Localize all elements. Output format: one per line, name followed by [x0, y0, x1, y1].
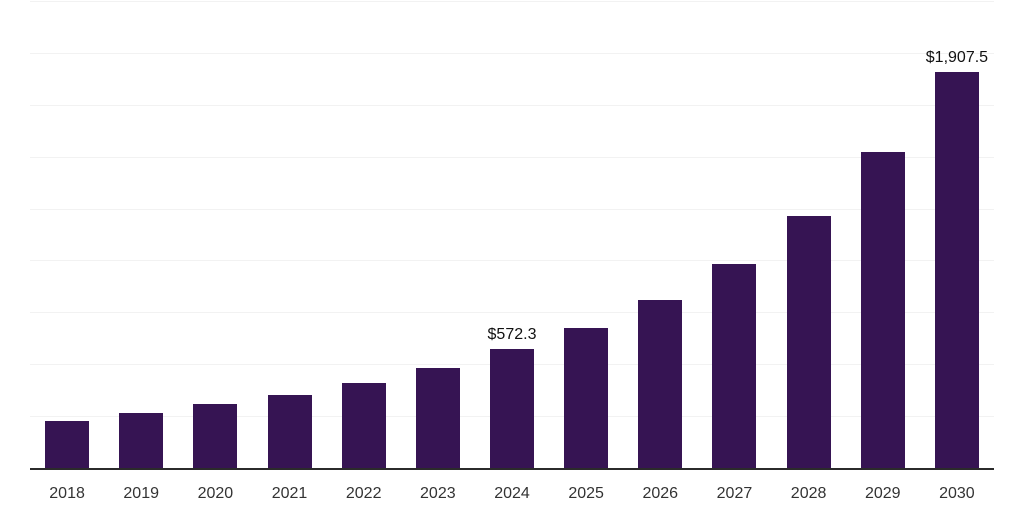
bar-2021: [267, 394, 312, 468]
bar-2028: [786, 215, 831, 468]
bar-2026: [638, 300, 683, 468]
gridline-2000: [30, 52, 994, 54]
x-tick-label-2024: 2024: [494, 485, 530, 502]
bar-2024: [490, 349, 534, 468]
x-tick-label-2020: 2020: [197, 485, 234, 502]
x-tick-label-2022: 2022: [345, 485, 382, 502]
data-label-2030: $1,907.5: [925, 49, 989, 67]
x-tick-label-2028: 2028: [790, 485, 827, 502]
x-tick-label-2027: 2027: [716, 485, 753, 502]
bar-2019: [119, 413, 164, 468]
bar-2018: [45, 421, 90, 468]
bar-2029: [860, 152, 905, 468]
gridline-750: [30, 312, 994, 314]
data-label-2024: $572.3: [487, 326, 537, 344]
bar-2030: [934, 72, 979, 468]
gridline-1250: [30, 208, 994, 210]
gridline-1500: [30, 156, 994, 158]
x-tick-label-2030: 2030: [939, 485, 975, 502]
x-tick-label-2029: 2029: [864, 485, 901, 502]
x-tick-label-2025: 2025: [568, 485, 604, 502]
x-axis-line: [30, 468, 994, 470]
gridline-1750: [30, 104, 994, 106]
x-tick-label-2019: 2019: [123, 485, 159, 502]
bar-2025: [564, 328, 609, 468]
x-tick-label-2026: 2026: [642, 485, 679, 502]
bar-2020: [193, 404, 238, 468]
gridline-2250: [30, 1, 994, 2]
bar-2022: [341, 383, 386, 468]
x-tick-label-2023: 2023: [420, 485, 456, 502]
x-tick-label-2021: 2021: [271, 485, 308, 502]
x-tick-label-2018: 2018: [49, 485, 85, 502]
bar-2023: [415, 368, 460, 468]
gridline-1000: [30, 260, 994, 262]
bar-2027: [712, 263, 757, 468]
